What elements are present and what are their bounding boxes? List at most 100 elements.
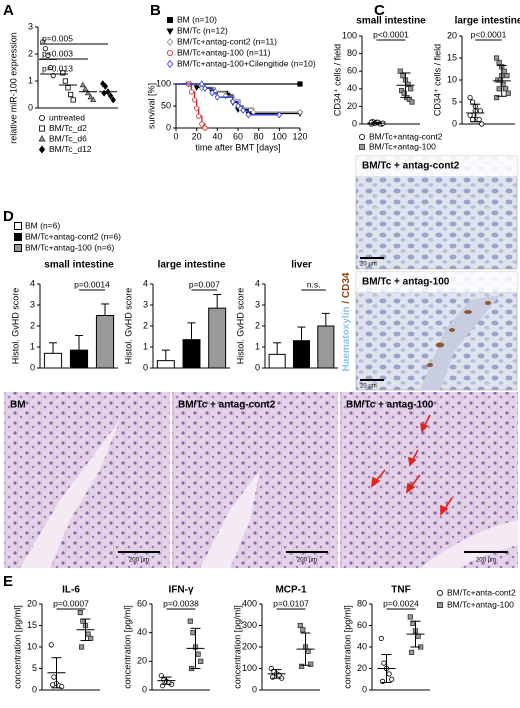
marker: [202, 125, 208, 131]
y-tick-label: 100: [156, 78, 171, 88]
panel-label: D: [3, 208, 14, 225]
y-tick-label: 0: [143, 362, 148, 372]
marker: [297, 81, 303, 87]
legend-label: BM/Tc_d12: [49, 144, 92, 154]
y-tick-label: 3: [28, 21, 33, 31]
p-value: p=0.005: [42, 33, 73, 43]
marker: [193, 85, 200, 91]
scale-label: 200 µm: [476, 558, 496, 564]
marker: [90, 96, 97, 103]
y-tick-label: 3: [255, 299, 260, 309]
stain-name: Haematoxylin: [341, 306, 352, 371]
legend-marker: [166, 59, 174, 69]
tissue-gap: [20, 420, 120, 568]
legend-swatch: [14, 233, 22, 241]
p-value: p<0.0001: [471, 29, 507, 39]
marker: [308, 661, 314, 667]
bar: [43, 352, 63, 369]
marker: [386, 671, 392, 677]
chart-title: MCP-1: [275, 585, 307, 596]
y-tick-label: 20: [27, 598, 37, 608]
y-tick-label: 100: [342, 30, 357, 40]
marker: [49, 682, 56, 688]
y-tick-label: 2: [143, 320, 148, 330]
marker: [77, 610, 83, 616]
y-tick-label: 0: [255, 362, 260, 372]
chart-title: IL-6: [62, 585, 80, 596]
marker: [477, 108, 484, 114]
y-axis-label: concentration [pg/ml]: [342, 605, 352, 689]
stain-name: / CD34: [341, 272, 352, 304]
tissue-gap: [200, 470, 260, 568]
chart-title: large intestine: [158, 260, 226, 271]
legend-label: BM/Tc+antag-100: [369, 141, 436, 151]
legend-label: BM/Tc+antag-cont2 (n=6): [25, 231, 121, 241]
legend-swatch: [14, 222, 22, 230]
y-tick-label: 10: [447, 74, 457, 84]
y-tick-label: 400: [242, 598, 257, 608]
y-tick-label: 40: [347, 83, 357, 93]
marker: [188, 89, 195, 95]
y-tick-label: 5: [32, 663, 37, 673]
legend-label: BM/Tc+anta-cont2: [447, 587, 516, 597]
marker: [496, 59, 502, 66]
marker: [493, 95, 500, 101]
y-tick-label: 50: [161, 100, 171, 110]
scale-label: 200 µm: [129, 558, 149, 564]
marker: [245, 111, 252, 119]
marker: [196, 113, 202, 119]
marker: [80, 618, 86, 624]
legend-marker: [166, 28, 174, 35]
y-axis-label: concentration [pg/ml]: [12, 605, 22, 689]
p-value: p=0.0014: [74, 279, 110, 289]
y-tick-label: 5: [452, 96, 457, 106]
y-tick-label: 0: [32, 684, 37, 694]
p-value: p=0.0038: [163, 598, 199, 608]
legend-label: BM/Tc+antag-100+Cilengitide (n=10): [177, 58, 316, 68]
marker: [415, 633, 421, 639]
y-axis-label: Histol. GvHD score: [10, 288, 20, 365]
legend-label: BM/Tc (n=12): [177, 25, 228, 35]
y-tick-label: 15: [447, 52, 457, 62]
y-tick-label: 4: [143, 278, 148, 288]
legend-label: BM/Tc_d6: [49, 133, 87, 143]
marker: [235, 102, 241, 110]
y-tick-label: 1: [143, 341, 148, 351]
y-tick-label: 2: [255, 320, 260, 330]
y-tick-label: 60: [137, 598, 147, 608]
marker: [297, 108, 303, 116]
chart-title: TNF: [391, 585, 410, 596]
marker: [79, 81, 86, 88]
scale-label: 20 µm: [360, 384, 377, 390]
y-tick-label: 0: [142, 684, 147, 694]
y-axis-label: survival [%]: [146, 83, 156, 129]
cd34-stain: [427, 301, 491, 367]
legend-label: BM/Tc_d2: [49, 123, 87, 133]
legend-label: untreated: [49, 112, 85, 122]
y-tick-label: 1: [30, 341, 35, 351]
marker: [88, 635, 94, 642]
marker: [240, 106, 246, 114]
marker: [192, 97, 198, 103]
y-axis-label: concentration [pg/ml]: [122, 605, 132, 689]
marker: [70, 97, 76, 103]
p-value: p=0.0007: [53, 598, 89, 608]
y-tick-label: 1: [28, 75, 33, 85]
marker: [199, 121, 205, 127]
marker: [87, 93, 94, 100]
y-tick-label: 40: [357, 641, 367, 651]
marker: [42, 45, 49, 52]
y-axis-label: concentration [pg/ml]: [232, 605, 242, 689]
marker: [409, 99, 415, 105]
legend-marker: [39, 115, 46, 122]
legend-label: BM/Tc+antag-100: [447, 599, 514, 609]
marker: [212, 88, 218, 96]
marker: [408, 86, 414, 92]
marker: [45, 52, 51, 58]
y-axis-label: relative miR-100 expression: [8, 32, 18, 144]
marker: [381, 660, 387, 666]
y-tick-label: 40: [137, 627, 147, 637]
image-label: BM/Tc + antag-cont2: [362, 161, 460, 172]
scale-label: 200 µm: [297, 558, 317, 564]
